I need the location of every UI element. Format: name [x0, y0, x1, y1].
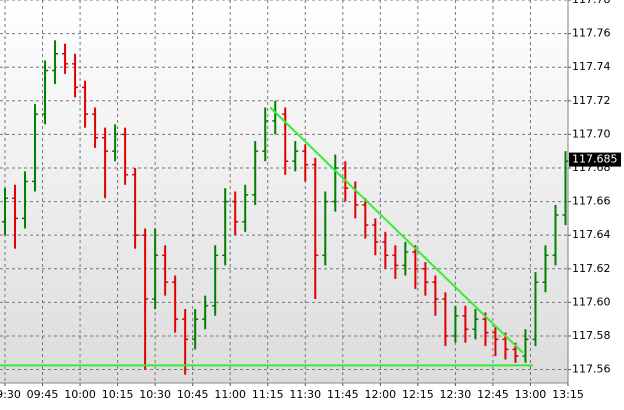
y-tick-label: 117.62 [572, 262, 611, 275]
plot-area [0, 0, 568, 383]
y-tick-label: 117.78 [572, 0, 611, 6]
x-tick-label: 12:00 [364, 388, 396, 401]
y-tick-label: 117.60 [572, 295, 611, 308]
y-tick-label: 117.56 [572, 363, 611, 376]
last-price-box [569, 152, 621, 167]
trendline [269, 106, 524, 354]
x-tick-label: 10:00 [64, 388, 96, 401]
x-tick-label: 09:45 [27, 388, 59, 401]
x-tick-label: 13:15 [552, 388, 584, 401]
x-tick-label: 12:45 [477, 388, 509, 401]
y-tick-label: 117.74 [572, 60, 611, 73]
last-price-label: 117.685 [572, 153, 618, 166]
y-tick-label: 117.58 [572, 329, 611, 342]
x-tick-label: 12:15 [402, 388, 434, 401]
x-tick-label: 12:30 [440, 388, 472, 401]
x-tick-label: 11:00 [214, 388, 246, 401]
x-tick-label: 09:30 [0, 388, 21, 401]
x-tick-label: 11:15 [252, 388, 284, 401]
y-tick-label: 117.64 [572, 228, 611, 241]
x-tick-label: 10:15 [102, 388, 134, 401]
x-tick-label: 10:30 [139, 388, 171, 401]
x-tick-label: 11:45 [327, 388, 359, 401]
x-tick-label: 13:00 [515, 388, 547, 401]
x-tick-label: 10:45 [177, 388, 209, 401]
y-tick-label: 117.76 [572, 27, 611, 40]
y-tick-label: 117.72 [572, 94, 611, 107]
x-tick-label: 11:30 [289, 388, 321, 401]
y-tick-label: 117.70 [572, 127, 611, 140]
y-tick-label: 117.66 [572, 195, 611, 208]
